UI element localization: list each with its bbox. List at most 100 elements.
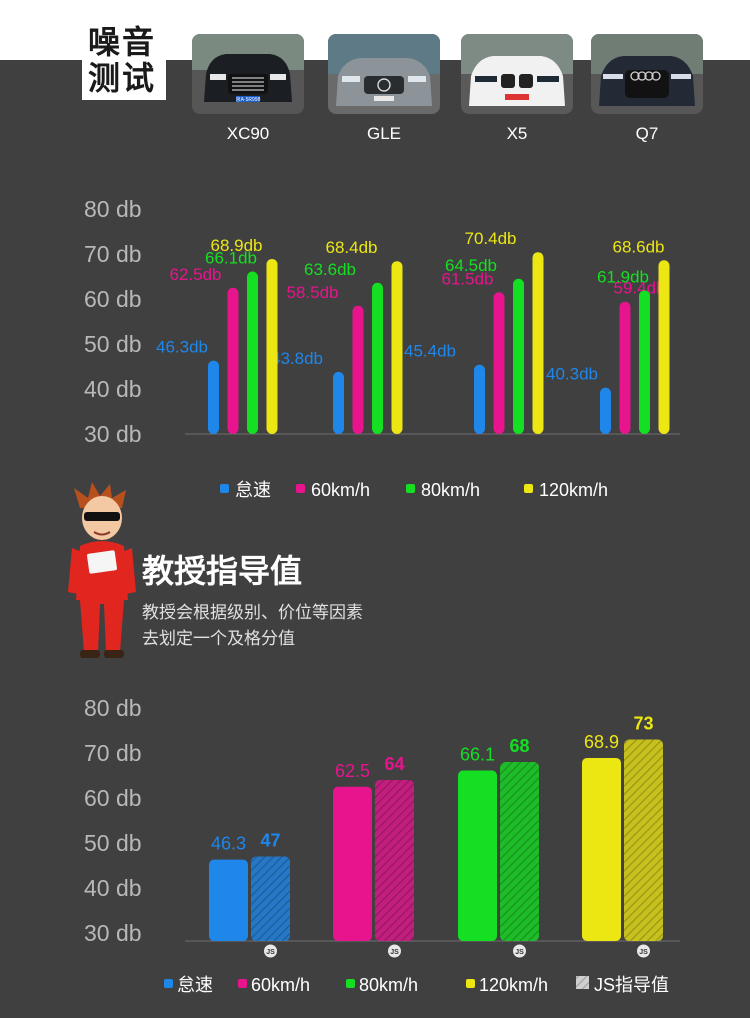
bar-measured-0 <box>209 859 248 941</box>
car-label-xc90: XC90 <box>226 124 270 143</box>
data-label: 68.9db <box>211 236 263 255</box>
js-badge-label: JS <box>639 949 648 956</box>
bar-gle-2 <box>372 282 383 434</box>
bar-x5-0 <box>474 364 485 434</box>
js-badge-icon <box>513 944 526 958</box>
bar-measured-1 <box>333 786 372 941</box>
car-photo-x5 <box>461 34 573 114</box>
data-label: 68.9 <box>584 732 619 752</box>
y-tick-label: 40 db <box>84 875 142 901</box>
car-label-q7: Q7 <box>635 124 659 143</box>
car-photo-gle <box>328 34 440 114</box>
js-badge-icon <box>388 944 401 958</box>
bar-guide-hatch-3 <box>624 739 663 941</box>
y-tick-label: 70 db <box>84 740 142 766</box>
car-photo-q7 <box>591 34 703 114</box>
guide-description: 教授会根据级别、价位等因素 去划定一个及格分值 <box>142 600 363 652</box>
bar-guide-hatch-2 <box>500 762 539 941</box>
bar-guide-hatch-1 <box>375 780 414 941</box>
bar-q7-1 <box>619 301 631 434</box>
legend-label: 怠速 <box>177 975 213 995</box>
data-label: 45.4db <box>404 342 456 361</box>
data-label: 66.1db <box>205 249 257 268</box>
car-label-gle: GLE <box>366 124 402 143</box>
page-title: 噪音 测试 <box>88 24 164 96</box>
car-photo-xc90: 京A·5R998 <box>192 34 304 114</box>
y-tick-label: 60 db <box>84 785 142 811</box>
y-tick-label: 30 db <box>84 920 142 946</box>
bar-q7-3 <box>658 260 670 434</box>
data-label: 43.8db <box>271 349 323 368</box>
data-label: 46.3 <box>211 834 246 854</box>
legend-swatch-hatch <box>576 976 589 989</box>
guide-value-chart: 30 db 40 db 50 db 60 db 70 db 80 db 46.3 47 JS 62… <box>84 695 680 995</box>
data-label-guide: 68 <box>509 736 529 756</box>
legend-swatch <box>296 484 305 493</box>
bar-guide-hatch-0 <box>251 856 290 941</box>
title-line-2: 测试 <box>88 60 157 96</box>
data-label: 62.5db <box>170 265 222 284</box>
legend-label: 60km/h <box>251 975 310 995</box>
y-tick-label: 50 db <box>84 331 142 357</box>
legend-label: 怠速 <box>235 480 271 500</box>
data-label: 68.6db <box>613 237 665 256</box>
car-image-q7 <box>591 34 703 114</box>
data-label: 68.4db <box>326 238 378 257</box>
data-label: 59.4db <box>614 279 666 298</box>
data-label: 62.5 <box>335 761 370 781</box>
y-tick-label: 80 db <box>84 695 142 721</box>
legend-swatch <box>466 979 475 988</box>
legend-swatch <box>164 979 173 988</box>
data-label: 63.6db <box>304 260 356 279</box>
bar-measured-2 <box>458 770 497 941</box>
bar-gle-1 <box>352 305 364 434</box>
legend-swatch <box>346 979 355 988</box>
car-plate-xc90: 京A·5R998 <box>236 96 261 103</box>
y-tick-label: 60 db <box>84 286 142 312</box>
data-label: 46.3db <box>156 338 208 357</box>
legend-label: 60km/h <box>311 480 370 500</box>
legend-swatch <box>220 484 229 493</box>
js-badge-label: JS <box>390 949 399 956</box>
professor-mascot-icon <box>68 482 136 658</box>
y-tick-label: 30 db <box>84 421 142 447</box>
y-tick-label: 50 db <box>84 830 142 856</box>
noise-test-chart: 30 db 40 db 50 db 60 db 70 db 80 db 46.3db 43.8… <box>84 196 680 500</box>
car-image-x5 <box>461 34 573 114</box>
data-label: 64.5db <box>445 256 497 275</box>
bar-xc90-3 <box>266 258 278 434</box>
bar-q7-2 <box>639 290 650 434</box>
y-tick-label: 40 db <box>84 376 142 402</box>
data-label: 40.3db <box>546 365 598 384</box>
legend-swatch <box>238 979 247 988</box>
y-tick-label: 70 db <box>84 241 142 267</box>
guide-desc-line-1: 教授会根据级别、价位等因素 <box>142 603 363 622</box>
legend-label: 80km/h <box>421 480 480 500</box>
data-label: 66.1 <box>460 745 495 765</box>
guide-desc-line-2: 去划定一个及格分值 <box>142 629 295 648</box>
bar-q7-0 <box>600 387 611 434</box>
legend-label: 120km/h <box>539 480 608 500</box>
bar-x5-3 <box>532 252 544 434</box>
y-tick-label: 80 db <box>84 196 142 222</box>
bar-xc90-2 <box>247 271 258 434</box>
legend-label: 120km/h <box>479 975 548 995</box>
legend-swatch <box>524 484 533 493</box>
data-label: 70.4db <box>465 229 517 248</box>
js-badge-icon <box>637 944 650 958</box>
car-label-x5: X5 <box>506 124 528 143</box>
legend-label: JS指导值 <box>594 975 669 995</box>
js-badge-label: JS <box>266 949 275 956</box>
title-line-1: 噪音 <box>88 24 157 60</box>
bar-gle-3 <box>391 261 403 434</box>
car-image-xc90: 京A·5R998 <box>192 34 304 114</box>
bar-x5-1 <box>493 292 505 434</box>
bar-measured-3 <box>582 757 621 941</box>
data-label: 61.9db <box>597 267 649 286</box>
data-label: 58.5db <box>287 283 339 302</box>
js-badge-label: JS <box>515 949 524 956</box>
legend-swatch <box>406 484 415 493</box>
title-box <box>82 24 166 100</box>
bar-gle-0 <box>333 371 344 434</box>
legend-label: 80km/h <box>359 975 418 995</box>
